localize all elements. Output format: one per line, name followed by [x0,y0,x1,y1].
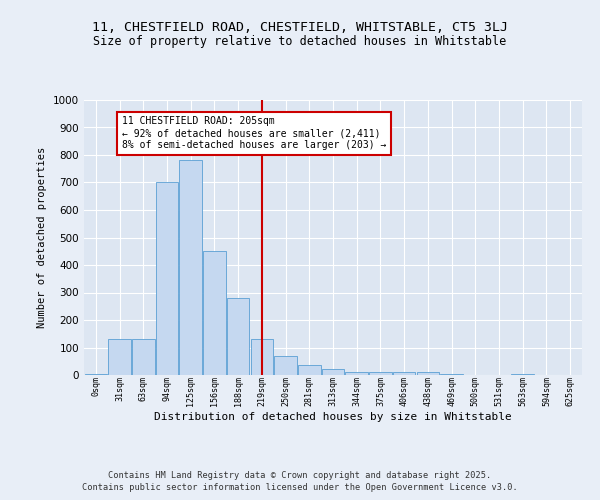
Bar [251,339,273,375]
Bar [511,374,534,375]
Bar [203,251,226,375]
Text: 11, CHESTFIELD ROAD, CHESTFIELD, WHITSTABLE, CT5 3LJ: 11, CHESTFIELD ROAD, CHESTFIELD, WHITSTA… [92,21,508,34]
Bar [393,372,415,375]
Bar [440,374,463,375]
Bar [179,160,202,375]
Bar [416,372,439,375]
Y-axis label: Number of detached properties: Number of detached properties [37,147,47,328]
Text: Size of property relative to detached houses in Whitstable: Size of property relative to detached ho… [94,34,506,48]
Bar [85,374,107,375]
X-axis label: Distribution of detached houses by size in Whitstable: Distribution of detached houses by size … [154,412,512,422]
Text: Contains HM Land Registry data © Crown copyright and database right 2025.: Contains HM Land Registry data © Crown c… [109,472,491,480]
Bar [298,365,320,375]
Bar [109,339,131,375]
Text: Contains public sector information licensed under the Open Government Licence v3: Contains public sector information licen… [82,484,518,492]
Text: 11 CHESTFIELD ROAD: 205sqm
← 92% of detached houses are smaller (2,411)
8% of se: 11 CHESTFIELD ROAD: 205sqm ← 92% of deta… [122,116,386,150]
Bar [227,298,250,375]
Bar [322,369,344,375]
Bar [156,182,178,375]
Bar [346,372,368,375]
Bar [132,339,155,375]
Bar [369,372,392,375]
Bar [274,356,297,375]
